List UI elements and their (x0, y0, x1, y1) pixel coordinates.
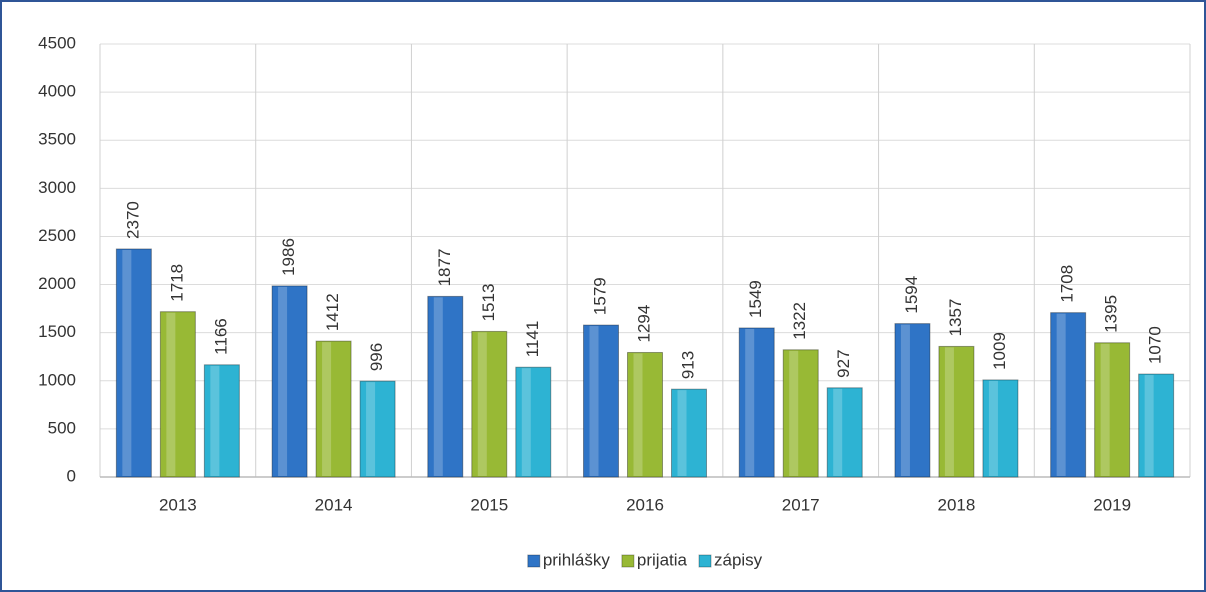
bar (315, 340, 352, 478)
bar-highlight (944, 347, 954, 476)
data-label: 1009 (990, 332, 1009, 370)
bar-highlight (633, 353, 643, 476)
bar (427, 295, 464, 478)
data-label: 1166 (211, 318, 230, 355)
bar (359, 380, 396, 478)
legend-label: zápisy (714, 550, 763, 569)
bar-highlight (589, 326, 599, 476)
data-label: 1708 (1058, 265, 1077, 303)
bar (982, 379, 1019, 478)
data-label: 1594 (902, 276, 921, 314)
bar-highlight (366, 382, 376, 476)
bar-highlight (122, 249, 132, 476)
bar (627, 351, 663, 478)
x-tick-label: 2017 (782, 495, 820, 514)
bar (938, 345, 975, 478)
bar (159, 311, 196, 478)
data-label: 1513 (479, 284, 498, 322)
bar (738, 327, 775, 478)
data-label: 1357 (946, 299, 965, 337)
bar (894, 323, 931, 478)
bar (515, 366, 552, 478)
y-tick-label: 500 (48, 418, 76, 437)
bar (782, 349, 819, 478)
bar-highlight (833, 388, 843, 476)
y-tick-label: 4500 (38, 33, 76, 52)
y-tick-label: 3000 (38, 178, 76, 197)
bar (583, 324, 619, 478)
bar (1050, 312, 1087, 478)
bar (203, 364, 240, 478)
data-label: 1877 (435, 249, 454, 287)
data-label: 1549 (746, 280, 765, 318)
bar-highlight (210, 365, 220, 476)
y-tick-label: 2000 (38, 274, 76, 293)
y-tick-label: 2500 (38, 226, 76, 245)
legend-swatch (698, 554, 712, 568)
data-label: 927 (834, 349, 853, 377)
y-tick-label: 1000 (38, 370, 76, 389)
x-tick-label: 2019 (1093, 495, 1131, 514)
legend-item: prijatia (621, 550, 688, 569)
data-label: 1395 (1102, 295, 1121, 333)
bar-highlight (900, 324, 910, 476)
x-tick-label: 2016 (626, 495, 664, 514)
legend-swatch (621, 554, 635, 568)
data-label: 1141 (523, 321, 542, 358)
bar-highlight (433, 297, 443, 476)
bar-highlight (988, 380, 998, 476)
legend-label: prijatia (637, 550, 688, 569)
bar (471, 330, 508, 478)
legend-label: prihlášky (543, 550, 611, 569)
bar (1138, 373, 1175, 478)
bar-highlight (1144, 375, 1154, 476)
data-label: 996 (367, 343, 386, 371)
x-tick-label: 2018 (938, 495, 976, 514)
data-label: 2370 (123, 201, 142, 239)
y-tick-label: 1500 (38, 322, 76, 341)
bar-highlight (477, 332, 487, 476)
bar (115, 248, 152, 478)
bar-highlight (278, 286, 288, 476)
bar (271, 285, 308, 478)
data-label: 1070 (1146, 326, 1165, 364)
data-label: 1986 (279, 238, 298, 276)
y-tick-label: 4000 (38, 82, 76, 101)
bar (671, 388, 707, 478)
bar-highlight (322, 342, 332, 476)
bar (826, 387, 863, 478)
data-label: 1579 (590, 277, 609, 315)
x-tick-label: 2015 (470, 495, 508, 514)
legend-swatch (527, 554, 541, 568)
legend-item: prihlášky (527, 550, 611, 569)
data-label: 1412 (323, 293, 342, 331)
y-tick-label: 0 (67, 466, 76, 485)
data-label: 1322 (790, 302, 809, 340)
bar-highlight (677, 390, 687, 476)
bar-highlight (1100, 343, 1110, 476)
x-tick-label: 2014 (315, 495, 353, 514)
data-label: 1718 (167, 264, 186, 302)
bar-highlight (166, 312, 176, 476)
data-label: 1294 (634, 305, 653, 343)
data-label: 913 (678, 351, 697, 379)
bar-highlight (521, 368, 531, 476)
bar-highlight (745, 328, 755, 476)
bar (1094, 342, 1131, 478)
y-tick-label: 3500 (38, 130, 76, 149)
bar-highlight (1056, 313, 1066, 476)
x-tick-label: 2013 (159, 495, 197, 514)
legend-item: zápisy (698, 550, 763, 569)
bar-highlight (789, 350, 799, 476)
